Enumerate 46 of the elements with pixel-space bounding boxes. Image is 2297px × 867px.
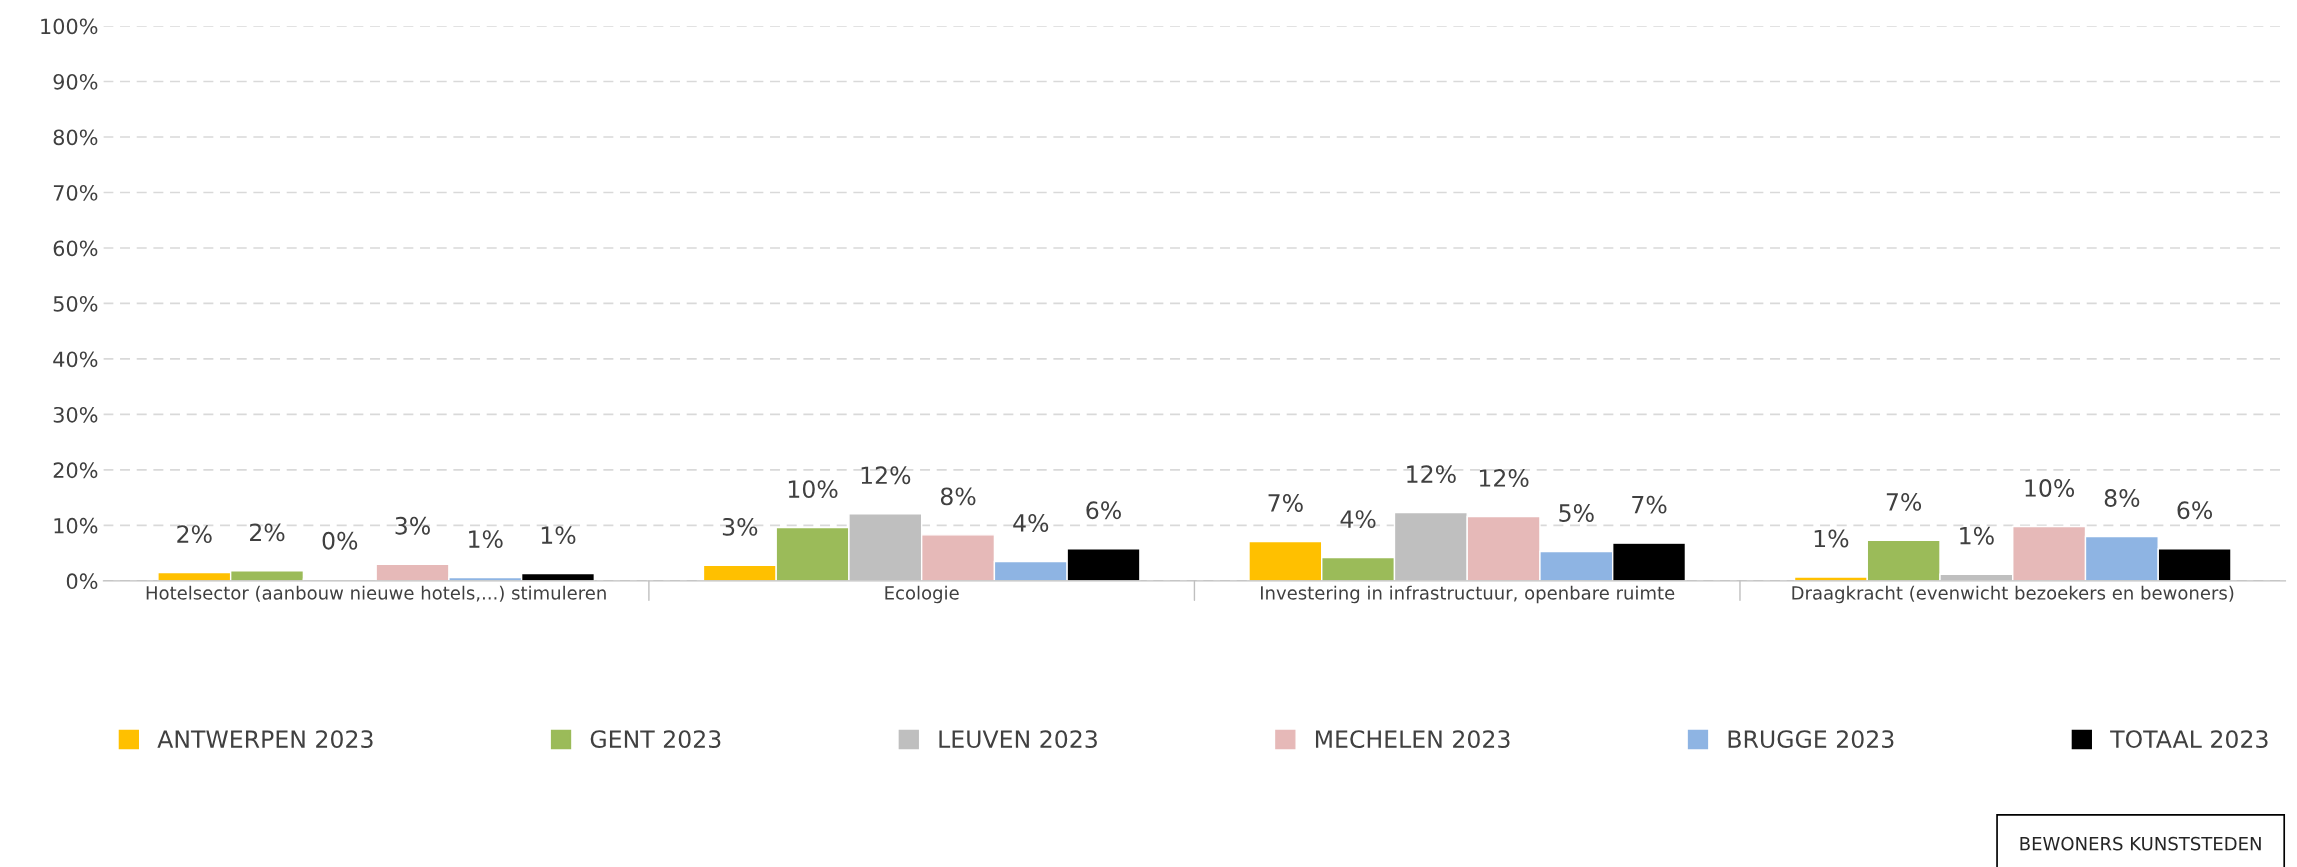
data-label: 3%: [395, 516, 430, 535]
data-label: 7%: [1632, 495, 1667, 514]
data-label: 2%: [250, 523, 285, 542]
y-tick-label: 80%: [53, 129, 98, 146]
data-label: 1%: [1814, 529, 1849, 548]
legend-label: ANTWERPEN 2023: [157, 730, 373, 749]
data-label: 6%: [2177, 501, 2213, 520]
data-label: 1%: [469, 530, 503, 548]
y-tick-label: 10%: [54, 517, 98, 534]
y-tick-label: 30%: [53, 406, 98, 423]
legend-label: GENT 2023: [590, 730, 721, 749]
x-tick-label: Hotelsector (aanbouw nieuwe hotels,...) stimuleren: [146, 585, 606, 602]
data-label: 4%: [1340, 510, 1376, 529]
data-label: 1%: [1960, 526, 1994, 545]
data-label: 7%: [1886, 492, 1922, 511]
x-tick-label: Ecologie: [885, 585, 959, 604]
y-tick-label: 70%: [53, 184, 98, 201]
y-tick-label: 90%: [53, 73, 98, 90]
legend-label: BRUGGE 2023: [1728, 730, 1894, 749]
data-label: 8%: [2104, 489, 2140, 507]
y-tick-label: 60%: [53, 240, 98, 257]
legend-label: LEUVEN 2023: [939, 730, 1097, 749]
y-tick-label: 40%: [53, 351, 98, 368]
x-tick-label: Draagkracht (evenwicht bezoekers en bewoners): [1792, 585, 2234, 604]
data-label: 12%: [1479, 469, 1529, 487]
data-label: 6%: [1086, 501, 1121, 520]
legend-label: MECHELEN 2023: [1315, 730, 1510, 749]
data-label: 3%: [722, 517, 758, 536]
data-label: 12%: [861, 466, 911, 485]
y-tick-label: 0%: [66, 573, 98, 590]
y-tick-label: 20%: [53, 462, 98, 479]
data-label: 2%: [177, 525, 212, 543]
legend-label: TOTAAL 2023: [2110, 730, 2268, 749]
data-label: 1%: [541, 526, 576, 545]
text: BEWONERS KUNSTSTEDEN: [2020, 836, 2261, 851]
data-label: 12%: [1407, 465, 1456, 484]
data-label: 10%: [2025, 479, 2075, 497]
y-tick-label: 100%: [41, 18, 98, 35]
data-label: 5%: [1559, 504, 1594, 522]
data-label: 0%: [322, 531, 358, 550]
data-label: 8%: [940, 487, 976, 506]
data-label: 10%: [788, 480, 838, 499]
data-label: 4%: [1013, 514, 1049, 532]
x-tick-label: Investering in infrastructuur, openbare ruimte: [1260, 585, 1675, 604]
y-tick-label: 50%: [53, 295, 98, 312]
data-label: 7%: [1268, 494, 1303, 512]
